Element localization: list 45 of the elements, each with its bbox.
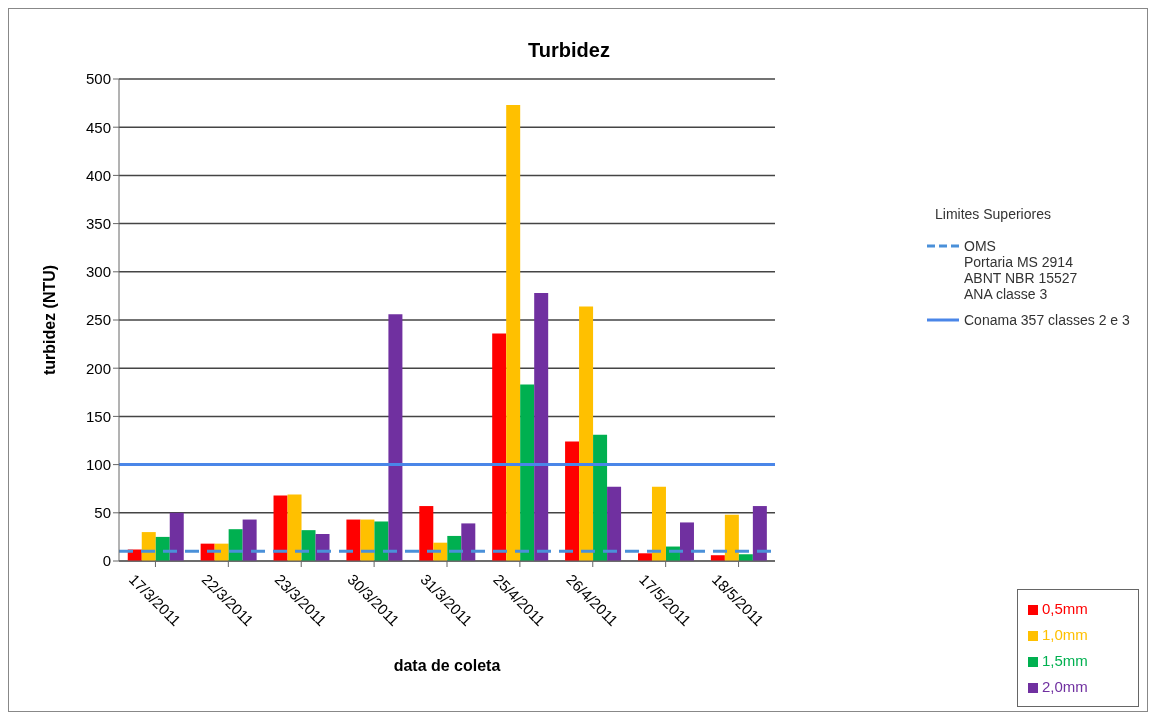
- bar: [242, 519, 257, 561]
- bar: [752, 506, 767, 561]
- legend-label: Conama 357 classes 2 e 3: [964, 312, 1130, 328]
- legend-label: OMS Portaria MS 2914 ABNT NBR 15527 ANA classe 3: [964, 238, 1078, 302]
- bar: [593, 434, 608, 561]
- bar: [388, 314, 403, 561]
- bar: [419, 506, 434, 561]
- bar: [724, 514, 739, 561]
- bar: [461, 523, 476, 561]
- bar: [287, 494, 302, 561]
- legend-label: 0,5mm: [1042, 600, 1088, 617]
- chart-title: Turbidez: [528, 39, 610, 61]
- bar: [360, 519, 375, 561]
- x-axis-title: data de coleta: [393, 657, 501, 674]
- bar: [637, 553, 652, 561]
- bar: [679, 522, 694, 561]
- bar: [301, 530, 316, 561]
- y-tick-label: 150: [85, 407, 111, 425]
- y-tick-label: 100: [85, 455, 111, 473]
- bar: [506, 105, 521, 561]
- bar: [346, 519, 361, 561]
- y-tick-label: 200: [85, 359, 111, 377]
- y-tick-label: 400: [85, 166, 111, 184]
- bar: [520, 384, 535, 561]
- legend-label: 1,5mm: [1042, 652, 1088, 669]
- bar: [169, 512, 184, 561]
- bar: [374, 521, 389, 561]
- y-tick-label: 500: [85, 70, 111, 88]
- bar: [579, 306, 594, 561]
- bar: [651, 486, 666, 561]
- y-axis-title: turbidez (NTU): [40, 264, 58, 376]
- y-tick-label: 250: [85, 311, 111, 329]
- bar: [607, 486, 622, 561]
- y-tick-label: 0: [102, 552, 111, 570]
- text: Limites Superiores: [935, 206, 1051, 222]
- y-tick-label: 450: [85, 118, 111, 136]
- y-tick-label: 350: [85, 214, 111, 232]
- legend-label: 2,0mm: [1042, 678, 1088, 695]
- y-tick-label: 300: [85, 263, 111, 281]
- bar: [492, 333, 507, 561]
- bar: [273, 495, 288, 561]
- y-tick-label: 50: [94, 504, 111, 522]
- bar: [565, 441, 580, 561]
- legend-label: 1,0mm: [1042, 626, 1088, 643]
- bar: [534, 293, 549, 561]
